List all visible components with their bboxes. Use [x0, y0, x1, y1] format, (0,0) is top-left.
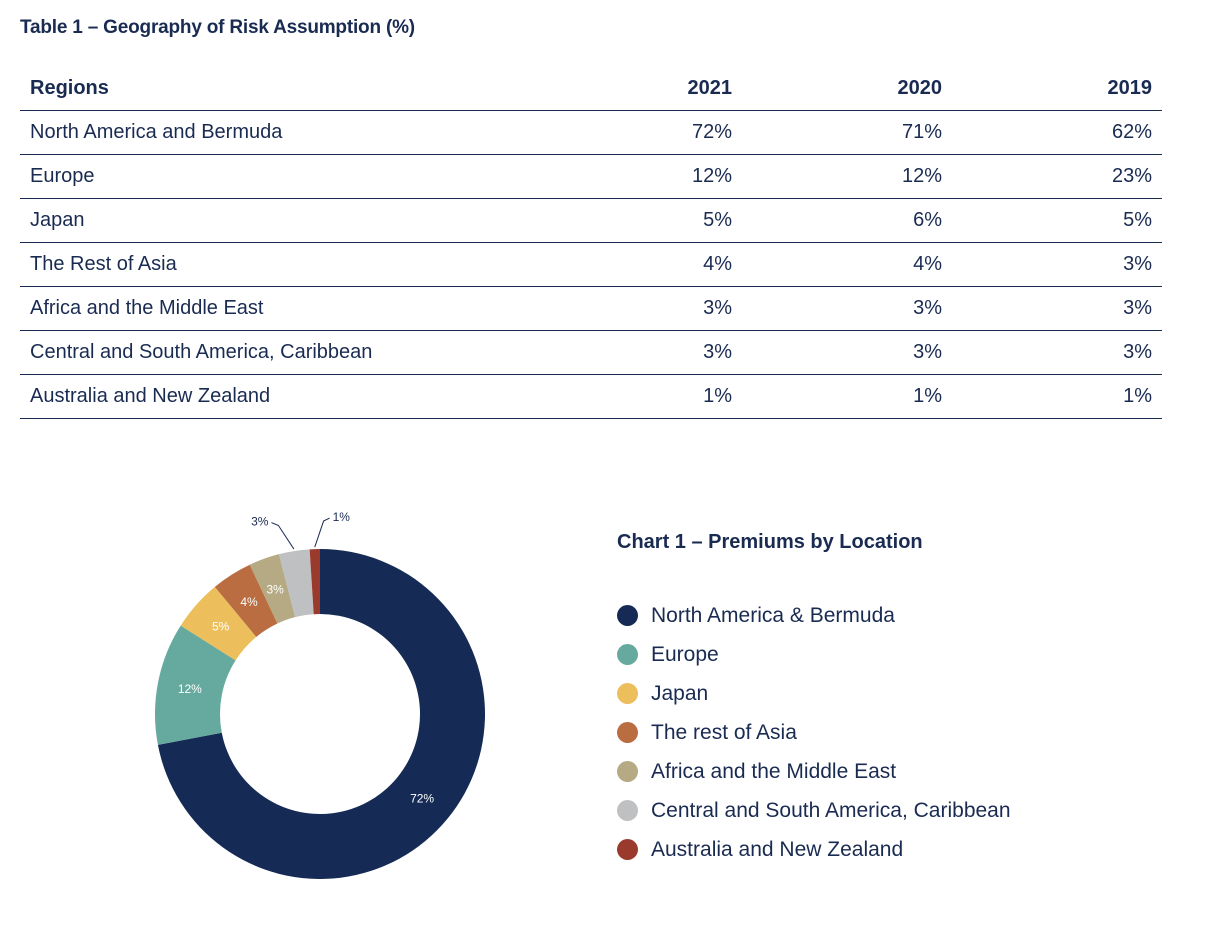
value-cell: 1% [532, 374, 742, 419]
slice-label: 3% [266, 582, 284, 596]
table-row: Africa and the Middle East 3% 3% 3% [20, 286, 1162, 331]
legend-dot-icon [617, 644, 638, 665]
donut-slice [180, 586, 257, 661]
slice-label: 4% [240, 595, 258, 609]
legend-item: Australia and New Zealand [617, 830, 1011, 869]
legend-dot-icon [617, 605, 638, 626]
legend-item: Europe [617, 635, 1011, 674]
value-cell: 3% [742, 286, 952, 331]
header-2019: 2019 [952, 66, 1162, 111]
header-2020: 2020 [742, 66, 952, 111]
table-row: Japan 5% 6% 5% [20, 198, 1162, 243]
value-cell: 4% [532, 242, 742, 287]
region-cell: Central and South America, Caribbean [20, 330, 532, 375]
donut-chart: 72% 12% 5% 4% 3% 3% 1% [155, 510, 486, 879]
legend-dot-icon [617, 761, 638, 782]
legend-item: The rest of Asia [617, 713, 1011, 752]
value-cell: 3% [952, 242, 1162, 287]
region-cell: Europe [20, 154, 532, 199]
legend-label: North America & Bermuda [651, 603, 895, 627]
leader-line [314, 517, 330, 548]
value-cell: 5% [952, 198, 1162, 243]
value-cell: 12% [532, 154, 742, 199]
legend-label: The rest of Asia [651, 720, 797, 744]
region-cell: Australia and New Zealand [20, 374, 532, 419]
value-cell: 3% [532, 286, 742, 331]
region-cell: North America and Bermuda [20, 110, 532, 155]
donut-slice [214, 564, 278, 637]
region-cell: Japan [20, 198, 532, 243]
legend-dot-icon [617, 839, 638, 860]
legend-label: Central and South America, Caribbean [651, 798, 1011, 822]
slice-label: 3% [251, 515, 269, 529]
donut-slice [309, 549, 320, 615]
value-cell: 71% [742, 110, 952, 155]
value-cell: 6% [742, 198, 952, 243]
region-cell: The Rest of Asia [20, 242, 532, 287]
chart-title: Chart 1 – Premiums by Location [617, 531, 923, 553]
legend-item: North America & Bermuda [617, 596, 1011, 635]
legend-label: Africa and the Middle East [651, 759, 897, 783]
value-cell: 23% [952, 154, 1162, 199]
value-cell: 3% [742, 330, 952, 375]
value-cell: 3% [532, 330, 742, 375]
legend-dot-icon [617, 722, 638, 743]
table-row: North America and Bermuda 72% 71% 62% [20, 110, 1162, 155]
value-cell: 1% [952, 374, 1162, 419]
donut-slice [278, 549, 314, 618]
value-cell: 3% [952, 286, 1162, 331]
legend-item: Japan [617, 674, 1011, 713]
table-row: Europe 12% 12% 23% [20, 154, 1162, 199]
slice-label: 5% [212, 619, 230, 633]
value-cell: 4% [742, 242, 952, 287]
slice-label: 1% [333, 510, 351, 524]
donut-slice [249, 554, 296, 624]
region-cell: Africa and the Middle East [20, 286, 532, 331]
donut-slice [155, 625, 236, 745]
value-cell: 72% [532, 110, 742, 155]
donut-slice [157, 549, 486, 879]
table-header-row: Regions 2021 2020 2019 [20, 66, 1162, 111]
table-row: The Rest of Asia 4% 4% 3% [20, 242, 1162, 287]
leader-line [271, 522, 295, 550]
value-cell: 62% [952, 110, 1162, 155]
risk-table: Regions 2021 2020 2019 North America and… [20, 66, 1162, 419]
value-cell: 12% [742, 154, 952, 199]
legend-label: Europe [651, 642, 719, 666]
slice-label: 12% [178, 682, 202, 696]
table-title: Table 1 – Geography of Risk Assumption (… [20, 17, 415, 38]
table-row: Australia and New Zealand 1% 1% 1% [20, 374, 1162, 419]
value-cell: 5% [532, 198, 742, 243]
header-2021: 2021 [532, 66, 742, 111]
value-cell: 1% [742, 374, 952, 419]
chart-legend: North America & Bermuda Europe Japan The re… [617, 596, 1011, 869]
legend-label: Japan [651, 681, 709, 705]
legend-dot-icon [617, 683, 638, 704]
table-row: Central and South America, Caribbean 3% 3%… [20, 330, 1162, 375]
legend-item: Central and South America, Caribbean [617, 791, 1011, 830]
legend-item: Africa and the Middle East [617, 752, 1011, 791]
header-regions: Regions [20, 66, 532, 111]
value-cell: 3% [952, 330, 1162, 375]
slice-label: 72% [410, 791, 434, 805]
legend-dot-icon [617, 800, 638, 821]
legend-label: Australia and New Zealand [651, 837, 904, 861]
